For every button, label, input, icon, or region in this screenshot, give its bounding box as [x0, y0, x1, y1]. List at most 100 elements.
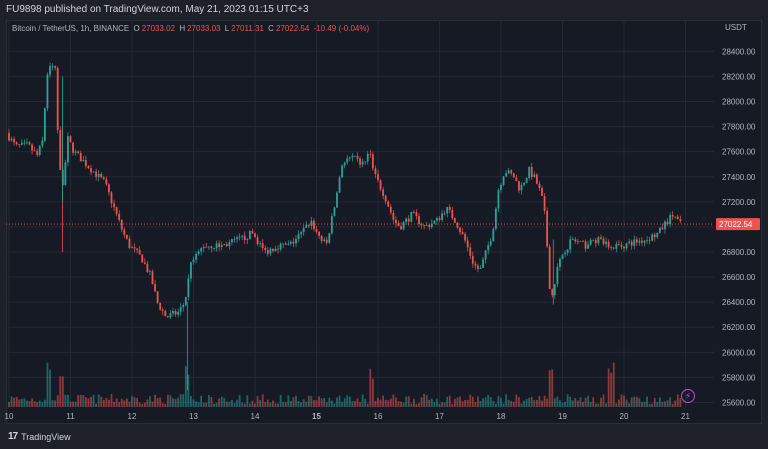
candle-body: [166, 316, 169, 318]
volume-bar: [484, 397, 487, 407]
candle-body: [205, 246, 208, 248]
candle-body: [635, 239, 638, 243]
candle-body: [28, 142, 31, 145]
candle-body: [118, 213, 121, 220]
price-tick-label: 27200.00: [722, 198, 756, 207]
candle-body: [161, 309, 164, 311]
volume-bar: [387, 400, 390, 407]
candle-body: [487, 245, 490, 251]
candle-body: [100, 173, 103, 178]
candle-body: [648, 239, 651, 241]
volume-bar: [415, 403, 418, 407]
volume-bar: [674, 400, 677, 407]
volume-bar: [546, 398, 549, 407]
volume-bar: [515, 394, 518, 407]
candle-body: [412, 212, 415, 213]
candle-body: [259, 243, 262, 245]
volume-bar: [676, 394, 679, 407]
last-price-label: 27022.54: [719, 220, 753, 229]
volume-bar: [15, 396, 18, 407]
candle-body: [128, 238, 131, 248]
candle-body: [64, 162, 67, 186]
volume-bar: [561, 403, 564, 407]
volume-bar: [441, 401, 443, 407]
candle-body: [346, 158, 349, 163]
volume-bar: [571, 400, 574, 407]
volume-bar: [172, 398, 174, 407]
candle-body: [669, 214, 672, 225]
candle-body: [282, 243, 285, 245]
candle-body: [512, 173, 515, 178]
volume-bar: [607, 368, 610, 407]
candle-body: [297, 234, 300, 239]
candle-body: [374, 168, 377, 175]
lightning-icon[interactable]: ⚡: [681, 389, 695, 403]
candle-body: [56, 67, 59, 130]
volume-bar: [428, 399, 431, 407]
volume-bar: [494, 403, 497, 407]
time-tick-label: 20: [620, 412, 629, 421]
volume-bar: [602, 394, 605, 407]
volume-bar: [166, 394, 169, 407]
price-tick-label: 26400.00: [722, 298, 756, 307]
volume-bar: [259, 400, 262, 407]
volume-bar: [220, 396, 223, 407]
volume-bar: [187, 374, 190, 407]
candle-body: [600, 237, 602, 239]
candle-body: [423, 225, 426, 227]
volume-bar: [492, 400, 495, 407]
volume-bar: [110, 394, 113, 407]
volume-bar: [418, 403, 420, 407]
volume-bar: [523, 400, 525, 407]
candle-body: [425, 224, 428, 226]
volume-bar: [459, 396, 461, 407]
candle-body: [238, 236, 241, 238]
candle-body: [623, 246, 625, 249]
volume-bar: [131, 396, 133, 407]
candle-body: [108, 184, 110, 193]
price-tick-label: 28400.00: [722, 47, 756, 56]
candle-body: [113, 203, 115, 208]
candle-body: [607, 241, 610, 248]
volume-bar: [371, 378, 374, 407]
volume-bar: [225, 401, 228, 407]
candle-body: [356, 156, 359, 159]
volume-bar: [364, 398, 367, 407]
candle-body: [256, 237, 259, 245]
volume-bar: [420, 397, 423, 407]
candle-body: [149, 271, 151, 273]
volume-bar: [600, 397, 602, 407]
volume-bar: [556, 396, 559, 407]
volume-bar: [400, 401, 402, 407]
volume-bar: [182, 394, 185, 407]
price-tick-label: 26800.00: [722, 248, 756, 257]
volume-bar: [430, 398, 433, 407]
candle-body: [625, 243, 628, 249]
volume-bar: [502, 403, 505, 407]
volume-bar: [56, 395, 59, 407]
volume-bar: [333, 403, 336, 407]
volume-bar: [377, 397, 379, 407]
volume-bar: [582, 401, 584, 407]
volume-bar: [313, 400, 315, 407]
candle-body: [384, 195, 387, 202]
volume-bar: [477, 396, 479, 407]
tradingview-logo[interactable]: 17 TradingView: [8, 431, 71, 442]
volume-bar: [74, 401, 77, 407]
volume-bar: [569, 396, 572, 407]
volume-bar: [543, 395, 546, 407]
candle-body: [79, 152, 82, 162]
volume-bar: [238, 394, 241, 407]
volume-bar: [310, 395, 313, 407]
volume-bar: [77, 395, 80, 407]
candle-body: [430, 223, 433, 228]
volume-bar: [254, 403, 256, 407]
candle-body: [643, 240, 646, 243]
candle-body: [551, 289, 554, 296]
candle-body: [200, 248, 203, 252]
candle-body: [556, 266, 559, 285]
candle-body: [84, 160, 87, 167]
volume-bar: [679, 398, 682, 407]
volume-bar: [338, 395, 341, 407]
